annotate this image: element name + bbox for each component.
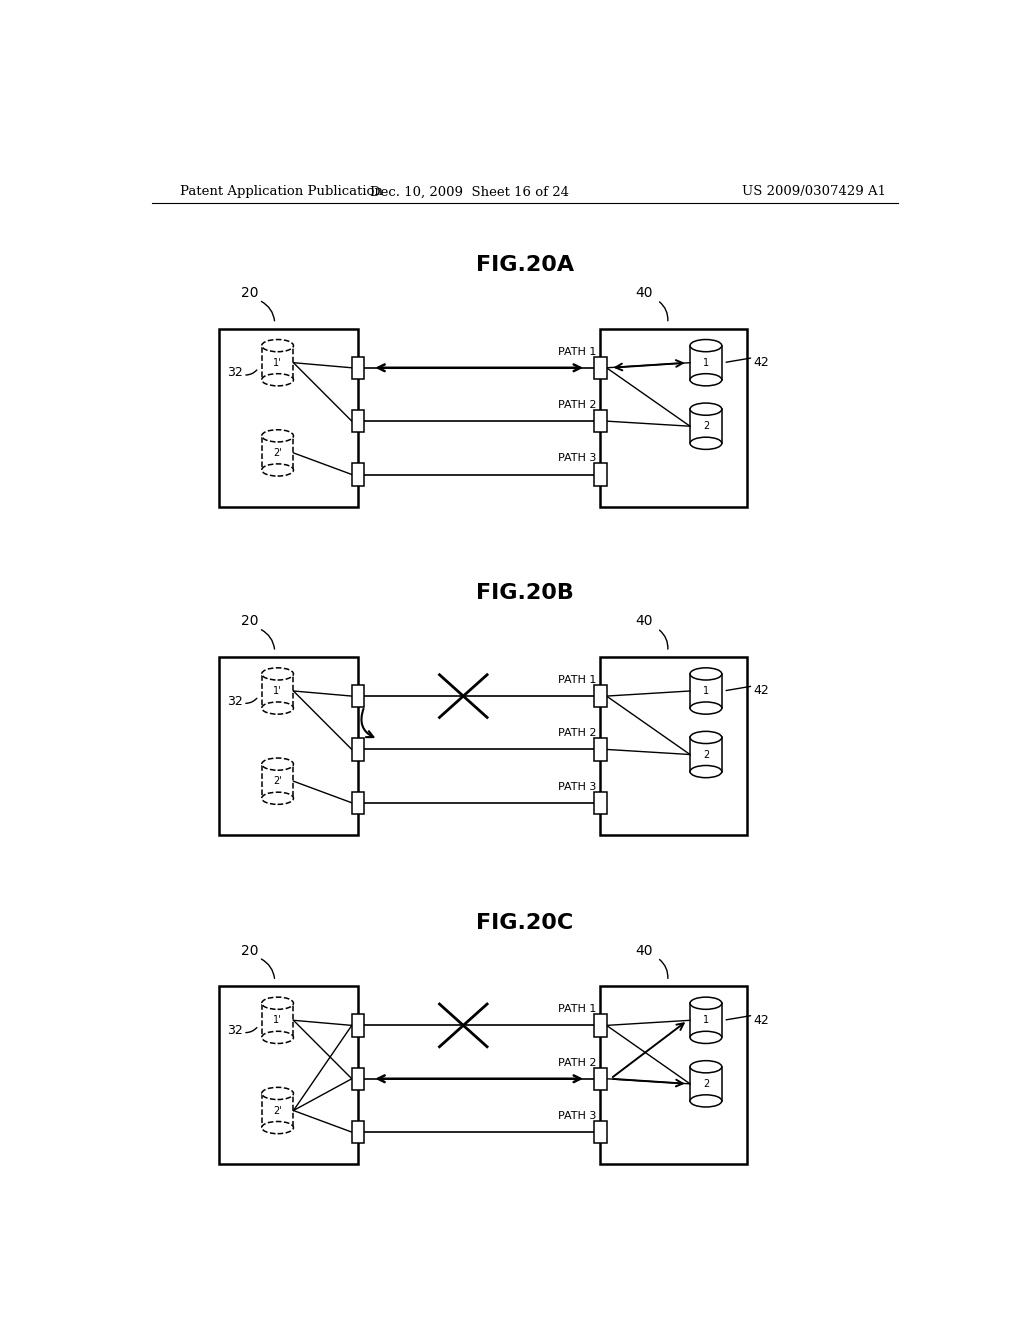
Bar bbox=[690, 1067, 722, 1101]
Ellipse shape bbox=[262, 430, 294, 442]
Ellipse shape bbox=[262, 463, 294, 477]
Text: 42: 42 bbox=[754, 356, 769, 370]
Text: Patent Application Publication: Patent Application Publication bbox=[179, 185, 382, 198]
Ellipse shape bbox=[690, 766, 722, 777]
Text: 40: 40 bbox=[635, 944, 652, 958]
Text: FIG.20A: FIG.20A bbox=[476, 255, 573, 275]
Text: 1: 1 bbox=[702, 358, 709, 368]
Text: PATH 1: PATH 1 bbox=[558, 675, 596, 685]
Text: 1': 1' bbox=[273, 686, 282, 696]
Bar bbox=[262, 346, 294, 380]
Ellipse shape bbox=[262, 668, 294, 680]
Text: 32: 32 bbox=[227, 367, 243, 379]
Bar bbox=[690, 346, 722, 380]
Ellipse shape bbox=[690, 668, 722, 680]
Bar bbox=[352, 738, 365, 760]
Text: 1': 1' bbox=[273, 1015, 282, 1026]
Text: 32: 32 bbox=[227, 694, 243, 708]
Ellipse shape bbox=[262, 792, 294, 804]
Bar bbox=[262, 675, 294, 708]
Text: 20: 20 bbox=[241, 286, 258, 300]
Ellipse shape bbox=[690, 339, 722, 351]
Text: PATH 1: PATH 1 bbox=[558, 347, 596, 356]
Text: 20: 20 bbox=[241, 614, 258, 628]
Text: 2: 2 bbox=[702, 421, 709, 432]
Ellipse shape bbox=[690, 1031, 722, 1044]
Bar bbox=[594, 411, 606, 433]
Text: 1': 1' bbox=[273, 358, 282, 368]
Text: 2': 2' bbox=[273, 776, 282, 787]
Text: PATH 2: PATH 2 bbox=[558, 400, 596, 411]
Ellipse shape bbox=[262, 374, 294, 385]
Bar bbox=[594, 685, 606, 708]
Text: 1: 1 bbox=[702, 686, 709, 696]
Bar bbox=[594, 1121, 606, 1143]
Bar bbox=[352, 685, 365, 708]
Bar bbox=[690, 675, 722, 708]
Bar bbox=[690, 409, 722, 444]
Text: 2': 2' bbox=[273, 1106, 282, 1115]
Text: 42: 42 bbox=[754, 1014, 769, 1027]
Ellipse shape bbox=[690, 997, 722, 1010]
Ellipse shape bbox=[262, 702, 294, 714]
Bar bbox=[594, 738, 606, 760]
Text: Dec. 10, 2009  Sheet 16 of 24: Dec. 10, 2009 Sheet 16 of 24 bbox=[370, 185, 568, 198]
Text: PATH 2: PATH 2 bbox=[558, 729, 596, 738]
Bar bbox=[594, 356, 606, 379]
Text: PATH 3: PATH 3 bbox=[558, 1111, 596, 1121]
Bar bbox=[352, 411, 365, 433]
Bar bbox=[594, 792, 606, 814]
Bar bbox=[594, 463, 606, 486]
Text: PATH 3: PATH 3 bbox=[558, 781, 596, 792]
Bar bbox=[352, 1121, 365, 1143]
Ellipse shape bbox=[690, 1094, 722, 1107]
Ellipse shape bbox=[690, 403, 722, 416]
Text: 20: 20 bbox=[241, 944, 258, 958]
Text: 32: 32 bbox=[227, 1024, 243, 1038]
Bar bbox=[262, 1093, 294, 1127]
Bar bbox=[690, 738, 722, 772]
Ellipse shape bbox=[690, 374, 722, 385]
Bar bbox=[262, 436, 294, 470]
Text: PATH 1: PATH 1 bbox=[558, 1005, 596, 1014]
Ellipse shape bbox=[690, 702, 722, 714]
Text: US 2009/0307429 A1: US 2009/0307429 A1 bbox=[742, 185, 887, 198]
Text: FIG.20B: FIG.20B bbox=[476, 583, 573, 603]
Bar bbox=[352, 792, 365, 814]
Bar bbox=[594, 1068, 606, 1090]
Ellipse shape bbox=[262, 339, 294, 351]
Bar bbox=[352, 1068, 365, 1090]
Bar bbox=[600, 329, 748, 507]
Bar bbox=[690, 1003, 722, 1038]
Ellipse shape bbox=[690, 437, 722, 449]
Ellipse shape bbox=[262, 1122, 294, 1134]
Text: PATH 2: PATH 2 bbox=[558, 1057, 596, 1068]
Bar bbox=[352, 1014, 365, 1036]
Bar bbox=[219, 657, 358, 834]
Text: 40: 40 bbox=[635, 614, 652, 628]
Bar bbox=[262, 1003, 294, 1038]
Bar bbox=[219, 986, 358, 1164]
Text: PATH 3: PATH 3 bbox=[558, 453, 596, 463]
Text: 1: 1 bbox=[702, 1015, 709, 1026]
Bar bbox=[352, 463, 365, 486]
Text: FIG.20C: FIG.20C bbox=[476, 912, 573, 933]
Ellipse shape bbox=[262, 997, 294, 1010]
Text: 2: 2 bbox=[702, 1078, 709, 1089]
Bar bbox=[262, 764, 294, 799]
Ellipse shape bbox=[690, 731, 722, 743]
Bar bbox=[352, 356, 365, 379]
Ellipse shape bbox=[262, 1088, 294, 1100]
Bar bbox=[600, 657, 748, 834]
Text: 2': 2' bbox=[273, 447, 282, 458]
Bar bbox=[219, 329, 358, 507]
Ellipse shape bbox=[262, 1031, 294, 1044]
Text: 40: 40 bbox=[635, 286, 652, 300]
Ellipse shape bbox=[690, 1061, 722, 1073]
Text: 42: 42 bbox=[754, 685, 769, 697]
Ellipse shape bbox=[262, 758, 294, 771]
Bar bbox=[594, 1014, 606, 1036]
Text: 2: 2 bbox=[702, 750, 709, 759]
Bar bbox=[600, 986, 748, 1164]
